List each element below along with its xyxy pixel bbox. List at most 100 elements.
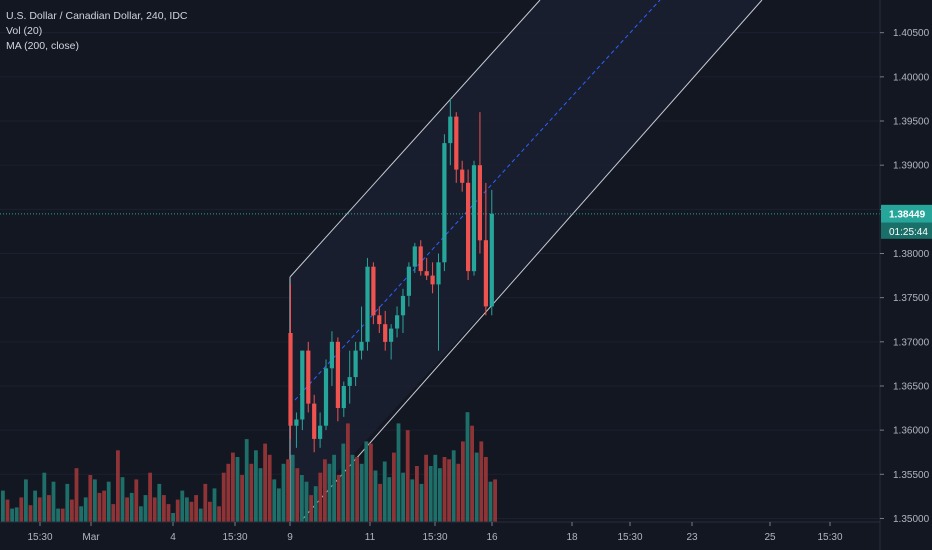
candle — [347, 350, 352, 404]
volume-bar — [97, 492, 102, 522]
time-tick-label: 15:30 — [222, 532, 247, 543]
countdown-badge — [881, 222, 932, 239]
volume-bar — [47, 495, 51, 522]
volume-bar — [120, 477, 125, 522]
candle — [294, 412, 299, 448]
price-tick-label: 1.40500 — [893, 28, 930, 39]
candle — [377, 306, 382, 333]
volume-bar — [263, 443, 267, 522]
volume-bar — [493, 479, 497, 522]
volume-bar — [277, 488, 281, 522]
candle-body — [312, 403, 317, 439]
time-tick-label: 11 — [365, 532, 376, 543]
volume-indicator-label[interactable]: Vol (20) — [6, 25, 43, 37]
volume-bar — [116, 450, 120, 522]
candle-body — [365, 266, 370, 342]
candle — [312, 394, 317, 453]
candle-body — [377, 315, 382, 325]
symbol-title[interactable]: U.S. Dollar / Canadian Dollar, 240, IDC — [6, 10, 188, 22]
volume-bar — [249, 463, 254, 522]
candle-body — [329, 341, 334, 369]
volume-bar — [470, 425, 474, 522]
candle-body — [359, 341, 364, 351]
volume-bar — [83, 497, 88, 522]
candle — [335, 337, 340, 422]
candle — [365, 257, 370, 351]
volume-bar — [175, 499, 180, 522]
volume-bar — [378, 483, 382, 522]
volume-bar — [244, 439, 249, 522]
candle — [383, 310, 388, 351]
volume-bar — [433, 454, 438, 522]
volume-bar — [456, 463, 461, 522]
volume-bar — [42, 472, 47, 522]
volume-bar — [428, 466, 433, 522]
candle — [318, 412, 323, 448]
volume-bar — [162, 495, 166, 522]
volume-bar — [93, 479, 97, 522]
volume-bar — [198, 508, 203, 522]
volume-bar — [10, 508, 14, 522]
candle — [353, 341, 358, 386]
volume-bar — [185, 497, 189, 522]
volume-bar — [134, 479, 139, 522]
candle-body — [483, 240, 488, 307]
candle-body — [323, 368, 329, 426]
candle-body — [424, 271, 429, 276]
volume-bar — [189, 501, 194, 522]
volume-bar — [300, 475, 304, 522]
volume-bar — [267, 454, 272, 522]
volume-bar — [106, 481, 111, 522]
price-tick-label: 1.36500 — [893, 381, 930, 392]
time-tick-label: 18 — [566, 532, 578, 543]
volume-bar — [143, 495, 148, 522]
candle — [471, 160, 477, 276]
volume-bar — [295, 468, 300, 522]
candle — [430, 262, 435, 294]
candle — [406, 262, 411, 307]
last-price-label: 1.38449 — [889, 209, 926, 220]
time-tick-label: 25 — [764, 532, 776, 543]
candle — [418, 240, 423, 276]
volume-bar — [442, 457, 447, 522]
volume-bar — [451, 450, 456, 522]
price-tick-label: 1.40000 — [893, 72, 930, 83]
candle-body — [389, 328, 394, 342]
volume-bar — [235, 457, 240, 522]
candle-body — [300, 350, 305, 420]
time-tick-label: 15:30 — [817, 532, 842, 543]
volume-bar — [79, 506, 83, 522]
candle — [359, 306, 364, 360]
price-tick-label: 1.37500 — [893, 293, 930, 304]
candle — [371, 262, 376, 325]
volume-bar — [180, 490, 185, 522]
volume-bar — [129, 492, 134, 522]
candle — [400, 288, 406, 333]
candle-body — [353, 350, 358, 378]
volume-bar — [14, 507, 19, 522]
channel-fill — [290, 0, 762, 522]
price-tick-label: 1.35500 — [893, 470, 930, 481]
volume-bars — [1, 412, 497, 522]
candle — [395, 306, 400, 338]
candle — [442, 134, 447, 272]
candle-body — [341, 386, 346, 409]
volume-bar — [369, 443, 373, 522]
price-tick-label: 1.37000 — [893, 337, 930, 348]
price-tick-label: 1.35000 — [893, 514, 930, 525]
volume-bar — [323, 459, 327, 522]
moving-average-indicator-label[interactable]: MA (200, close) — [6, 40, 79, 52]
candle-body — [371, 266, 376, 316]
candle-body — [335, 341, 340, 408]
volume-bar — [290, 454, 295, 522]
candle-body — [454, 116, 459, 170]
candle — [448, 98, 453, 166]
volume-bar — [19, 497, 24, 522]
candle — [489, 189, 494, 316]
candle — [288, 284, 293, 439]
volume-bar — [148, 472, 152, 522]
candle-body — [489, 213, 494, 307]
candle-body — [477, 165, 482, 241]
volume-bar — [387, 477, 392, 522]
